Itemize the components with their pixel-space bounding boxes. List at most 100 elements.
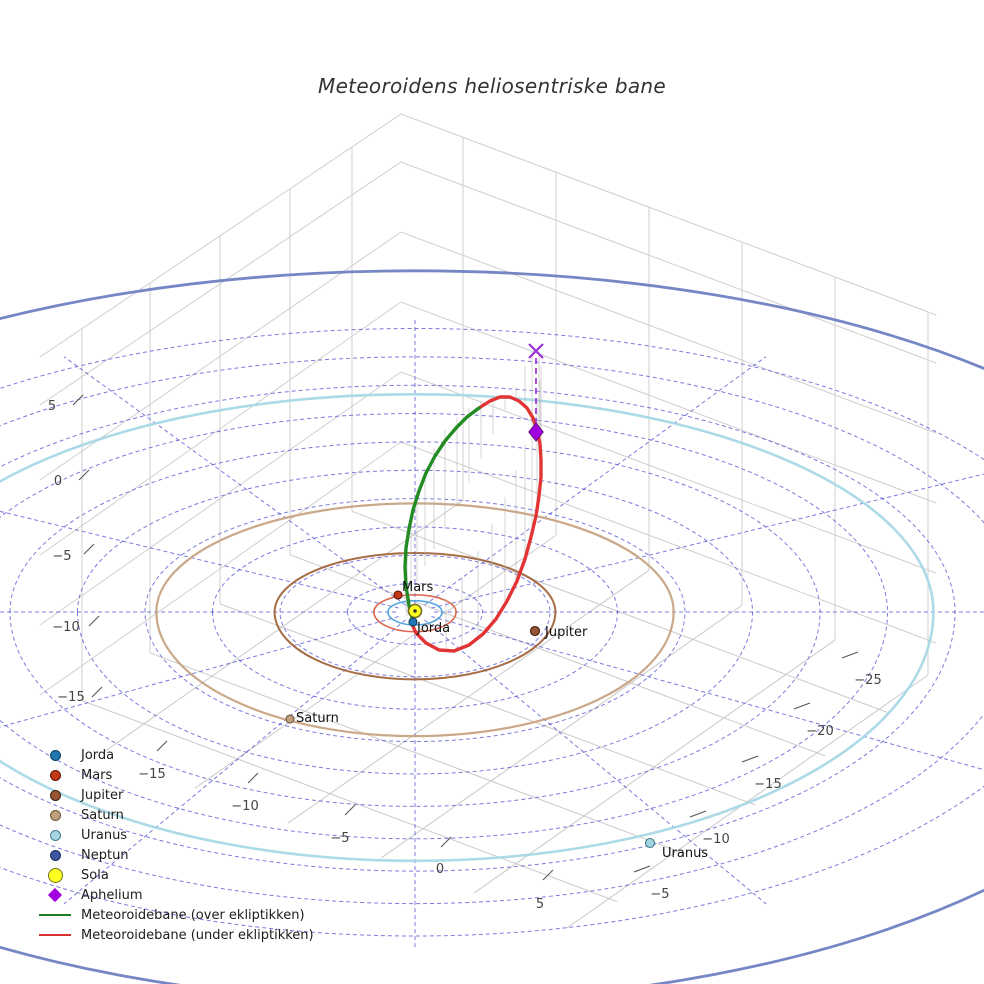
polar-grid-circle xyxy=(0,356,984,905)
legend-label: Mars xyxy=(81,767,113,783)
z-tick-mark xyxy=(83,543,95,555)
y-tick-label: −10 xyxy=(702,832,729,847)
line-swatch xyxy=(39,933,71,937)
x-tick-label: −10 xyxy=(231,799,258,814)
z-tick-mark xyxy=(91,686,103,698)
y-tick-mark xyxy=(841,651,859,659)
ecliptic-polar-grid xyxy=(0,317,984,949)
mars-label: Mars xyxy=(402,580,434,595)
pane-gridline xyxy=(40,499,464,931)
wall-z-gridline xyxy=(39,371,937,626)
z-tick-label: 5 xyxy=(48,399,56,414)
x-tick-mark xyxy=(542,869,554,881)
legend-item-aphelium: Aphelium xyxy=(36,885,314,905)
x-tick-mark xyxy=(247,772,259,784)
polar-grid-circle xyxy=(279,554,551,678)
y-tick-mark xyxy=(633,865,651,873)
legend-label: Sola xyxy=(81,867,109,883)
mars-orbit xyxy=(373,593,457,633)
legend-label: Saturn xyxy=(81,807,124,823)
legend-item-neptun: Neptun xyxy=(36,845,314,865)
jupiter-legend-marker xyxy=(36,789,74,801)
saturn-legend-marker xyxy=(36,809,74,821)
y-tick-mark xyxy=(689,810,707,818)
sun-legend-marker xyxy=(36,867,74,883)
uranus-label: Uranus xyxy=(662,846,708,861)
diamond-swatch xyxy=(47,887,63,903)
x-tick-label: 0 xyxy=(436,862,444,877)
neptun-orbit xyxy=(0,269,984,984)
legend-item-jupiter: Jupiter xyxy=(36,785,314,805)
legend-label: Meteoroidebane (over ekliptikken) xyxy=(81,907,305,923)
chart-title: Meteoroidens heliosentriske bane xyxy=(318,74,666,98)
y-tick-mark xyxy=(741,755,759,763)
y-tick-mark xyxy=(793,702,811,710)
polar-grid-circle xyxy=(346,583,484,645)
legend-item-saturn: Saturn xyxy=(36,805,314,825)
aphelium-projection-x-icon xyxy=(528,343,544,359)
legend: Jorda Mars Jupiter Saturn Uranus Neptun … xyxy=(36,745,314,945)
x-tick-label: 5 xyxy=(536,897,544,912)
polar-grid-radial xyxy=(431,616,984,771)
dot-swatch xyxy=(49,809,61,821)
legend-label: Meteoroidebane (under ekliptikken) xyxy=(81,927,314,943)
saturn-label: Saturn xyxy=(296,711,339,726)
aphelium-legend-marker xyxy=(36,887,74,903)
jorda-label: Jorda xyxy=(416,621,450,636)
legend-label: Aphelium xyxy=(81,887,143,903)
legend-label: Jorda xyxy=(81,747,115,763)
z-tick-mark xyxy=(88,615,100,627)
pane-gridline xyxy=(81,700,936,931)
dot-swatch xyxy=(49,849,61,861)
wall-top-edge xyxy=(39,113,937,358)
legend-item-jorda: Jorda xyxy=(36,745,314,765)
wall-z-gridline xyxy=(39,301,937,556)
jupiter-orbit xyxy=(273,552,557,681)
polar-grid-circle xyxy=(0,328,984,937)
polar-grid-radial xyxy=(0,510,399,609)
x-tick-mark xyxy=(156,740,168,752)
green-line-legend-marker xyxy=(36,913,74,917)
saturn-dot xyxy=(285,714,295,724)
polar-grid-radial xyxy=(63,356,406,606)
dot-swatch xyxy=(49,829,61,841)
legend-item-sola: Sola xyxy=(36,865,314,885)
dot-swatch xyxy=(49,769,61,781)
axis-ticks: 5 0 −5 −10 −15 −15 −10 −5 0 5 −25 −20 −15 −10 −5 xyxy=(48,394,882,912)
x-tick-label: −15 xyxy=(138,767,165,782)
mars-legend-marker xyxy=(36,769,74,781)
wall-z-gridline xyxy=(39,161,937,406)
jorda-dot xyxy=(408,617,418,627)
jupiter-dot xyxy=(529,625,541,637)
z-tick-mark xyxy=(72,394,84,406)
meteoroid-orbit-below-ecliptic xyxy=(410,395,543,653)
neptun-legend-marker xyxy=(36,849,74,861)
z-tick-label: −5 xyxy=(52,549,71,564)
wall-z-gridline xyxy=(39,231,937,481)
pane-gridline xyxy=(351,510,936,850)
z-tick-label: 0 xyxy=(54,474,62,489)
pane-gridline xyxy=(40,674,929,931)
z-tick-mark xyxy=(78,469,90,481)
line-swatch xyxy=(39,913,71,917)
z-tick-label: −15 xyxy=(57,690,84,705)
meteoroid-orbit-above-ecliptic xyxy=(403,406,481,624)
dot-swatch xyxy=(49,749,61,761)
legend-item-mars: Mars xyxy=(36,765,314,785)
x-tick-label: −5 xyxy=(330,831,349,846)
legend-item-uranus: Uranus xyxy=(36,825,314,845)
legend-label: Neptun xyxy=(81,847,129,863)
y-tick-label: −20 xyxy=(806,724,833,739)
wall-grid xyxy=(39,113,937,701)
legend-label: Uranus xyxy=(81,827,128,843)
uranus-dot xyxy=(644,837,656,849)
dot-swatch xyxy=(47,867,63,883)
z-tick-label: −10 xyxy=(52,620,79,635)
pane-gridline xyxy=(149,652,936,931)
y-tick-label: −25 xyxy=(854,673,881,688)
x-tick-mark xyxy=(344,804,356,816)
uranus-orbit xyxy=(0,392,935,863)
aphelium-group xyxy=(528,343,544,442)
